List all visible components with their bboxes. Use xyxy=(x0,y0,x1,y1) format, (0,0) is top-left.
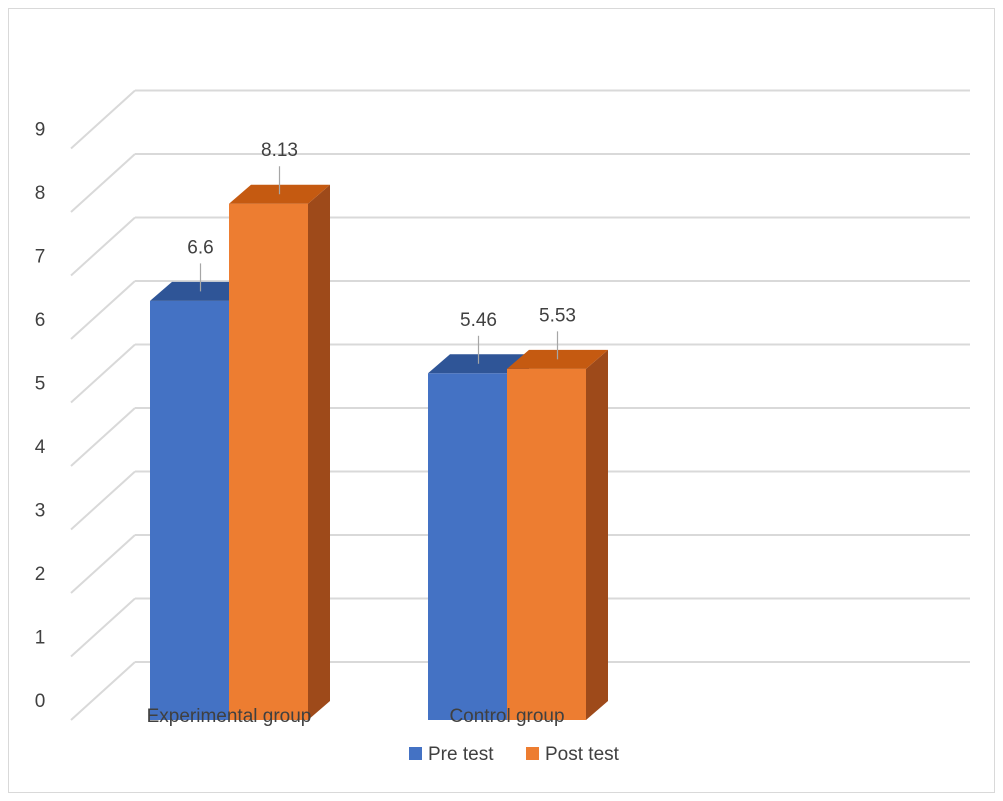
data-label: 5.53 xyxy=(539,305,576,326)
y-tick-label: 8 xyxy=(35,183,46,204)
y-tick-label: 9 xyxy=(35,120,46,141)
data-label: 5.46 xyxy=(460,310,497,331)
gridline-side-3 xyxy=(70,470,136,531)
legend-swatch xyxy=(409,747,422,760)
legend-label: Pre test xyxy=(428,744,494,765)
bar-post-test-1 xyxy=(507,368,586,720)
y-tick-label: 6 xyxy=(35,310,46,331)
gridline-side-1 xyxy=(70,597,136,658)
gridline-side-2 xyxy=(70,534,136,594)
y-tick-label: 7 xyxy=(35,247,46,268)
bar-pre-test-1 xyxy=(428,373,507,720)
gridline-side-9 xyxy=(70,89,136,150)
data-labels: 6.6 8.13 5.46 5.53 xyxy=(187,140,576,364)
data-label: 6.6 xyxy=(187,237,213,258)
x-axis-categories: Experimental group Control group xyxy=(147,706,565,727)
data-label: 8.13 xyxy=(261,140,298,161)
gridline-side-7 xyxy=(70,216,136,277)
category-label: Experimental group xyxy=(147,706,312,727)
bar-side-1-0 xyxy=(308,184,330,720)
gridline-side-6 xyxy=(70,280,136,340)
y-tick-label: 1 xyxy=(35,628,46,649)
bar-chart: 0 1 2 3 4 5 6 7 8 9 6.6 8.13 5.46 5.53 Experimental … xyxy=(35,89,970,765)
legend: Pre test Post test xyxy=(409,744,620,765)
legend-label: Post test xyxy=(545,744,620,765)
gridline-side-0 xyxy=(70,661,136,721)
gridline-side-4 xyxy=(70,407,136,467)
bar-side-1-1 xyxy=(586,349,608,720)
gridline-side-8 xyxy=(70,153,136,213)
bar-post-test-0 xyxy=(229,203,308,720)
y-tick-label: 4 xyxy=(35,437,46,458)
legend-swatch xyxy=(526,747,539,760)
bar-pre-test-0 xyxy=(150,300,229,720)
bars xyxy=(150,184,608,720)
y-tick-label: 3 xyxy=(35,501,46,522)
y-tick-label: 0 xyxy=(35,691,46,712)
y-tick-label: 5 xyxy=(35,374,46,395)
y-axis-ticks: 0 1 2 3 4 5 6 7 8 9 xyxy=(35,120,46,713)
category-label: Control group xyxy=(449,706,564,727)
y-tick-label: 2 xyxy=(35,564,46,585)
chart-area: 0 1 2 3 4 5 6 7 8 9 6.6 8.13 5.46 5.53 Experimental … xyxy=(8,8,995,793)
gridline-side-5 xyxy=(70,343,136,404)
